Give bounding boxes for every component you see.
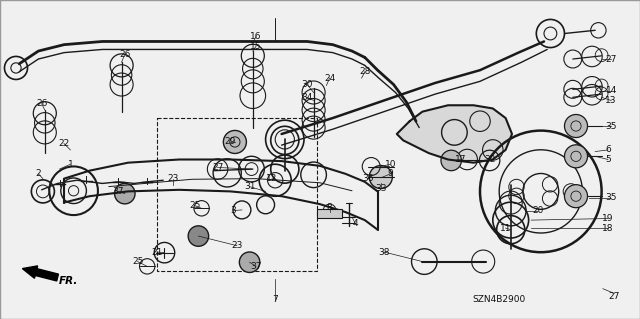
Text: 27: 27 (609, 292, 620, 301)
Text: 18: 18 (602, 224, 614, 233)
Bar (157, 118, 317, 271)
Circle shape (441, 150, 461, 171)
Text: 1: 1 (68, 160, 73, 169)
Text: 27: 27 (212, 163, 223, 172)
Text: 28: 28 (359, 67, 371, 76)
Text: FR.: FR. (59, 276, 78, 286)
Text: 24: 24 (324, 74, 335, 83)
Text: 11: 11 (500, 224, 511, 233)
Text: 10: 10 (385, 160, 396, 169)
Text: 19: 19 (602, 214, 614, 223)
Text: 25: 25 (132, 257, 143, 266)
Text: 7: 7 (273, 295, 278, 304)
Text: 22: 22 (58, 139, 70, 148)
Text: 34: 34 (301, 93, 313, 102)
Text: 32: 32 (484, 155, 495, 164)
Text: 26: 26 (119, 50, 131, 59)
Text: 14: 14 (605, 86, 617, 95)
Text: 3: 3 (231, 206, 236, 215)
Text: 38: 38 (378, 248, 390, 256)
Text: 31: 31 (244, 182, 255, 191)
Text: 9: 9 (388, 169, 393, 178)
Circle shape (188, 226, 209, 246)
Circle shape (239, 252, 260, 272)
Circle shape (564, 145, 588, 168)
Text: 30: 30 (301, 80, 313, 89)
Text: 26: 26 (36, 99, 47, 108)
Text: 17: 17 (455, 155, 467, 164)
Text: 16: 16 (250, 32, 262, 41)
Bar (317, 209, 342, 218)
Text: 12: 12 (266, 174, 278, 183)
Text: 35: 35 (605, 122, 617, 130)
Text: 2: 2 (36, 169, 41, 178)
Text: 8: 8 (327, 203, 332, 212)
Text: 37: 37 (113, 187, 124, 196)
Text: 20: 20 (532, 206, 543, 215)
Text: 15: 15 (250, 42, 262, 51)
Text: 25: 25 (189, 201, 201, 210)
Text: 23: 23 (231, 241, 243, 250)
Circle shape (564, 185, 588, 208)
Polygon shape (397, 105, 512, 163)
Circle shape (223, 130, 246, 153)
Text: 23: 23 (167, 174, 179, 183)
Circle shape (369, 166, 392, 189)
Text: 13: 13 (605, 96, 617, 105)
Text: 29: 29 (225, 137, 236, 146)
Text: 37: 37 (250, 262, 262, 271)
Text: 36: 36 (362, 174, 374, 183)
Text: 21: 21 (151, 248, 163, 256)
FancyArrow shape (22, 266, 58, 281)
Circle shape (564, 115, 588, 137)
Text: SZN4B2900: SZN4B2900 (472, 295, 526, 304)
Circle shape (115, 183, 135, 204)
Text: 4: 4 (353, 219, 358, 228)
Text: 5: 5 (605, 155, 611, 164)
Text: 6: 6 (605, 145, 611, 154)
Text: 33: 33 (375, 184, 387, 193)
Text: 35: 35 (605, 193, 617, 202)
Text: 27: 27 (605, 55, 617, 63)
